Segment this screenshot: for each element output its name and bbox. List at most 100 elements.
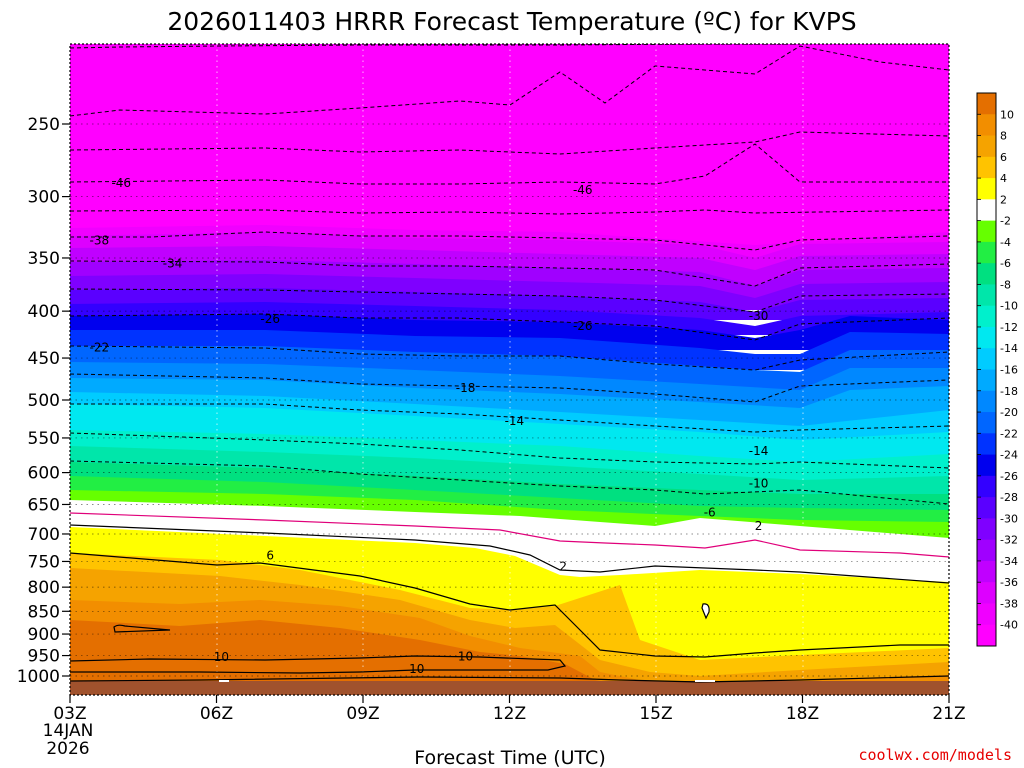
colorbar-swatch xyxy=(977,497,996,519)
colorbar-swatch xyxy=(977,390,996,413)
y-tick-label: 450 xyxy=(28,349,60,369)
colorbar-swatch xyxy=(977,412,996,434)
colorbar-label: -32 xyxy=(1000,534,1018,547)
y-tick-label: 750 xyxy=(28,552,60,572)
y-tick-label: 500 xyxy=(28,391,60,411)
contour-label: -46 xyxy=(111,176,131,190)
band-below-minus40 xyxy=(70,44,949,268)
contour-label: -14 xyxy=(749,444,769,458)
colorbar-label: -20 xyxy=(1000,406,1018,419)
date-label-year: 2026 xyxy=(46,739,89,759)
contour-label: -22 xyxy=(89,340,109,354)
contour-label: -46 xyxy=(573,183,593,197)
contour-label: -14 xyxy=(505,414,525,428)
colorbar-swatch xyxy=(977,539,996,562)
colorbar-swatch xyxy=(977,93,996,115)
colorbar-label: -4 xyxy=(1000,236,1011,249)
colorbar-label: -16 xyxy=(1000,364,1018,377)
y-tick-label: 850 xyxy=(28,602,60,622)
x-axis: 03Z 06Z 09Z 12Z 15Z 18Z 21Z xyxy=(53,695,966,724)
chart-title: 2026011403 HRRR Forecast Temperature (ºC… xyxy=(167,7,856,36)
x-tick-label: 09Z xyxy=(346,704,379,724)
colorbar-label: -6 xyxy=(1000,257,1011,270)
colorbar-label: 2 xyxy=(1000,193,1007,206)
y-tick-label: 700 xyxy=(28,525,60,545)
x-axis-title: Forecast Time (UTC) xyxy=(414,747,605,768)
y-tick-label: 400 xyxy=(28,302,60,322)
y-tick-label: 800 xyxy=(28,578,60,598)
y-tick-label: 350 xyxy=(28,249,60,269)
contour-label: -26 xyxy=(260,312,280,326)
y-tick-label: 600 xyxy=(28,464,60,484)
colorbar-label: -22 xyxy=(1000,427,1018,440)
surface-ground xyxy=(70,681,949,695)
colorbar-label: 10 xyxy=(1000,108,1014,121)
credit-link[interactable]: coolwx.com/models xyxy=(858,746,1012,764)
colorbar-swatch xyxy=(977,560,996,583)
colorbar-label: -40 xyxy=(1000,619,1018,632)
colorbar-label: -26 xyxy=(1000,470,1018,483)
colorbar-swatch xyxy=(977,135,996,158)
contour-label: -34 xyxy=(163,257,183,271)
colorbar-swatch xyxy=(977,156,996,179)
colorbar-label: -8 xyxy=(1000,278,1011,291)
contour-label: 10 xyxy=(214,650,229,664)
contour-label: 10 xyxy=(458,649,473,663)
colorbar-swatch xyxy=(977,582,996,604)
freezing-line xyxy=(70,512,949,558)
colorbar-label: -34 xyxy=(1000,555,1018,568)
colorbar-label: -18 xyxy=(1000,385,1018,398)
colorbar-swatch xyxy=(977,220,996,243)
colorbar-label: -28 xyxy=(1000,491,1018,504)
colorbar-swatch xyxy=(977,199,996,222)
y-tick-label: 250 xyxy=(28,115,60,135)
x-tick-label: 12Z xyxy=(493,704,526,724)
colorbar-swatch xyxy=(977,454,996,477)
colorbar-swatch xyxy=(977,263,996,285)
contour-label: -10 xyxy=(749,477,769,491)
colorbar-label: 8 xyxy=(1000,130,1007,143)
contour-label: -18 xyxy=(456,381,476,395)
colorbar-swatch xyxy=(977,518,996,541)
contour-labels: -46 -46 -38 -34 -26 -26 -30 -22 -18 -14 -14 -10 -6 2 2… xyxy=(89,176,768,676)
x-tick-label: 15Z xyxy=(639,704,672,724)
colorbar-label: 6 xyxy=(1000,151,1007,164)
colorbar-swatch xyxy=(977,369,996,392)
contour-label: -38 xyxy=(89,234,109,248)
colorbar-swatch xyxy=(977,305,996,328)
contour-label: -30 xyxy=(749,309,769,323)
y-tick-label: 300 xyxy=(28,188,60,208)
solid-isotherms xyxy=(70,524,949,683)
y-tick-label: 950 xyxy=(28,647,60,667)
contour-label: -26 xyxy=(573,319,593,333)
y-tick-label: 550 xyxy=(28,429,60,449)
colorbar-label: -24 xyxy=(1000,449,1018,462)
colorbar-label: -10 xyxy=(1000,300,1018,313)
colorbar-label: 4 xyxy=(1000,172,1007,185)
colorbar: 10 8 6 4 2 -2 -4 -6 -8 -10 -12 -14 -16 -18 -20 -22 -24 -2… xyxy=(976,92,1018,647)
colorbar-label: -2 xyxy=(1000,215,1011,228)
colorbar-swatch xyxy=(977,433,996,456)
band-plus10 xyxy=(70,620,949,695)
contour-label: 6 xyxy=(266,549,274,563)
y-tick-label: 900 xyxy=(28,625,60,645)
colorbar-swatch xyxy=(977,284,996,307)
x-tick-label: 03Z xyxy=(53,704,86,724)
date-label-day: 14JAN xyxy=(43,721,94,741)
x-tick-label: 06Z xyxy=(200,704,233,724)
x-tick-label: 18Z xyxy=(786,704,819,724)
horizontal-grid xyxy=(70,123,949,677)
contour-label: 10 xyxy=(409,662,424,676)
colorbar-swatch xyxy=(977,475,996,498)
colorbar-swatch xyxy=(977,241,996,264)
contour-label: 2 xyxy=(559,560,567,574)
contour-label: -6 xyxy=(704,505,716,519)
colorbar-label: -36 xyxy=(1000,576,1018,589)
colorbar-swatch xyxy=(977,348,996,370)
colorbar-label: -14 xyxy=(1000,342,1018,355)
contour-label: 2 xyxy=(755,519,763,533)
dashed-isotherms xyxy=(70,44,949,505)
colorbar-swatch xyxy=(977,114,996,137)
colorbar-swatch xyxy=(977,603,996,626)
